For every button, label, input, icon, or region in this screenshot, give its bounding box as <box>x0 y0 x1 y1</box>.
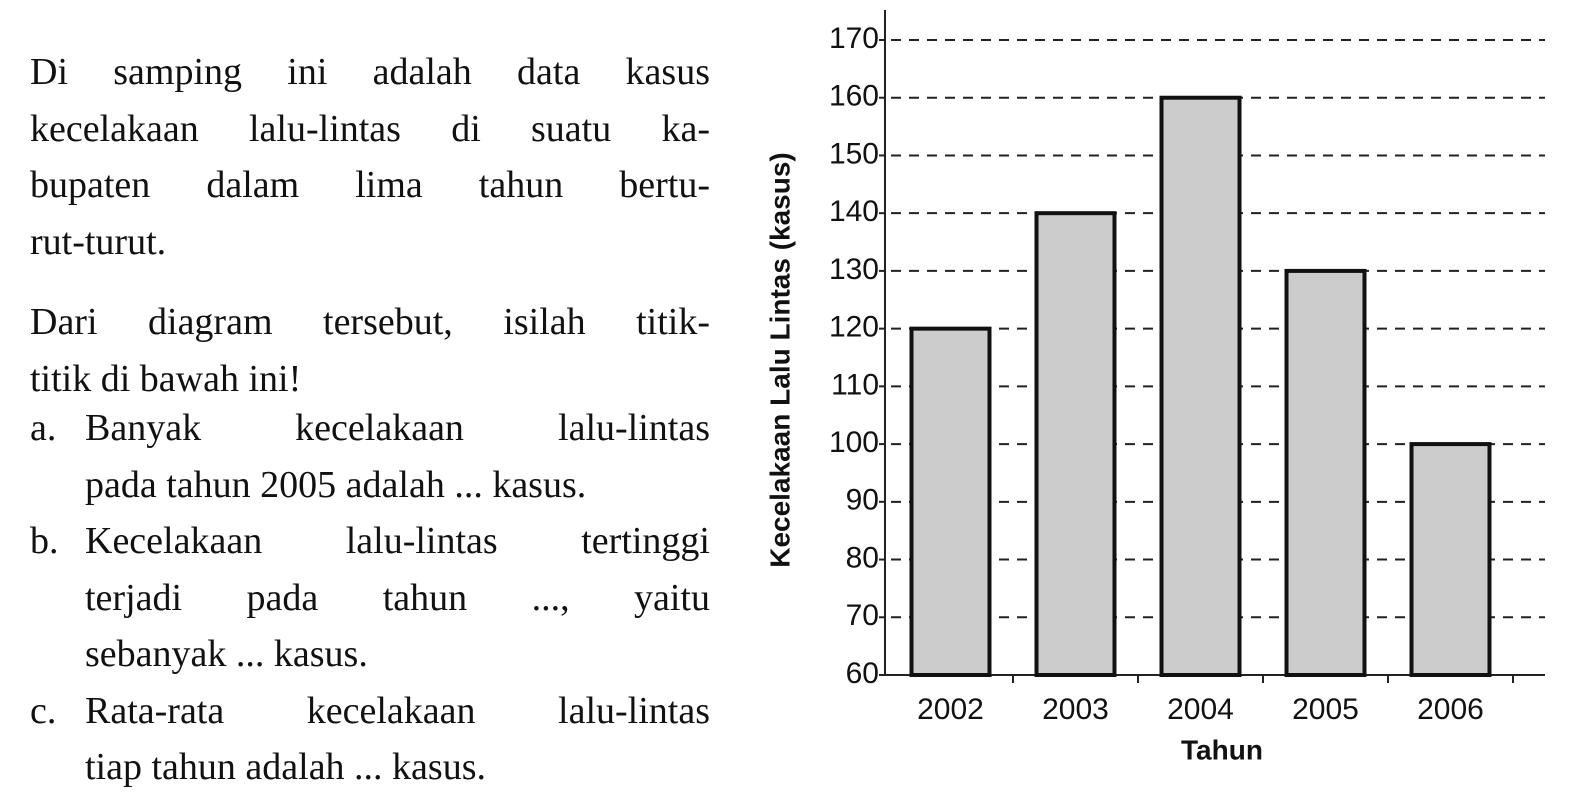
x-tick-label: 2004 <box>1167 693 1234 726</box>
text-line: rut-turut. <box>30 220 167 263</box>
x-tick-label: 2003 <box>1042 693 1109 726</box>
bar <box>1409 442 1492 677</box>
y-tick-label: 60 <box>846 657 879 690</box>
bar <box>1159 95 1242 677</box>
bar <box>1284 268 1367 677</box>
text-line: sebanyak ... kasus. <box>85 633 368 675</box>
problem-text: Di samping ini adalah data kasus kecelaka… <box>0 0 760 794</box>
y-tick-label: 70 <box>846 599 879 632</box>
text-line: pada tahun 2005 adalah ... kasus. <box>85 463 587 506</box>
y-tick-label: 100 <box>829 426 879 459</box>
y-tick-label: 120 <box>829 311 879 344</box>
y-tick-label: 80 <box>846 541 879 574</box>
x-tick-label: 2002 <box>917 693 984 726</box>
y-tick-label: 160 <box>829 80 879 113</box>
text-line: titik di bawah ini! <box>30 357 302 400</box>
bar <box>909 326 992 677</box>
y-tick-label: 170 <box>829 22 879 55</box>
text-line: Rata-rata kecelakaan lalu-lintas <box>85 689 710 732</box>
text-line: tiap tahun adalah ... kasus. <box>85 746 487 788</box>
bar <box>1034 211 1117 677</box>
y-tick-label: 90 <box>846 484 879 517</box>
y-axis-label: Kecelakaan Lalu Lintas (kasus) <box>764 152 795 568</box>
y-tick-label: 150 <box>829 137 879 170</box>
text-line: bupaten dalam lima tahun bertu- <box>30 164 710 206</box>
x-tick-label: 2005 <box>1292 693 1359 726</box>
text-line: Di samping ini adalah data kasus <box>30 51 710 93</box>
text-line: Dari diagram tersebut, isilah titik- <box>30 301 710 343</box>
text-line: terjadi pada tahun ..., yaitu <box>85 576 710 619</box>
text-line: Kecelakaan lalu-lintas tertinggi <box>85 520 710 562</box>
text-line: c. <box>30 689 57 732</box>
y-tick-label: 110 <box>831 368 879 401</box>
y-tick-label: 130 <box>829 253 879 286</box>
text-line: kecelakaan lalu-lintas di suatu ka- <box>30 107 710 150</box>
text-line: a. <box>30 407 57 449</box>
text-line: b. <box>30 520 59 562</box>
x-tick-label: 2006 <box>1417 693 1484 726</box>
x-axis-label: Tahun <box>1181 734 1263 765</box>
text-line: Banyak kecelakaan lalu-lintas <box>85 407 710 449</box>
y-tick-label: 140 <box>829 195 879 228</box>
